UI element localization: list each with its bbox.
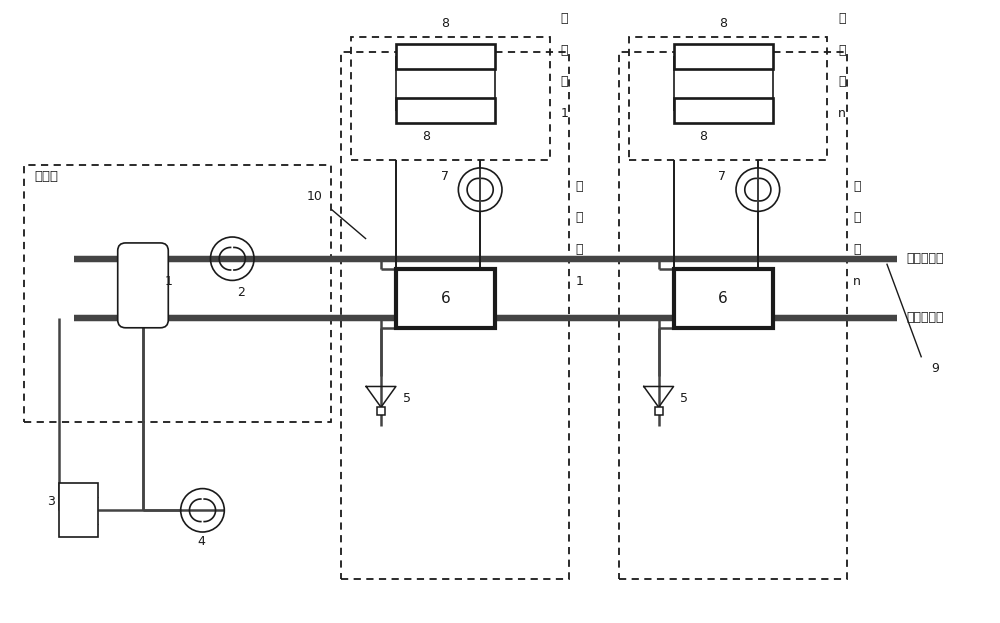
Text: 热: 热 (561, 12, 568, 25)
Text: 2: 2 (237, 286, 245, 299)
Bar (674, 98, 773, 123)
Text: 1: 1 (575, 275, 583, 287)
Text: n: n (853, 275, 861, 287)
Bar (24, 165, 331, 422)
Text: 6: 6 (718, 291, 728, 306)
Text: 1: 1 (165, 275, 173, 288)
FancyBboxPatch shape (118, 243, 168, 328)
Text: 7: 7 (718, 170, 726, 183)
Text: 热: 热 (576, 211, 583, 224)
Text: 户: 户 (838, 75, 846, 88)
Text: 5: 5 (680, 392, 688, 405)
Text: 热: 热 (838, 12, 846, 25)
Text: 站: 站 (576, 243, 583, 256)
Bar (351, 37, 550, 160)
Text: 8: 8 (699, 130, 707, 143)
Text: 站: 站 (853, 243, 861, 256)
Text: 4: 4 (198, 535, 205, 548)
Text: 换: 换 (576, 180, 583, 193)
Text: 6: 6 (441, 291, 450, 306)
Text: n: n (838, 107, 846, 120)
Text: 户: 户 (561, 75, 568, 88)
Bar (377, 407, 385, 416)
Text: 8: 8 (719, 17, 727, 30)
Bar (674, 269, 773, 328)
Text: 用: 用 (561, 44, 568, 57)
Text: 用: 用 (838, 44, 846, 57)
Text: 热源厂: 热源厂 (34, 170, 58, 183)
Text: 热: 热 (853, 211, 861, 224)
Bar (341, 52, 569, 579)
Bar (619, 52, 847, 579)
Bar (396, 44, 495, 69)
Text: 8: 8 (441, 17, 449, 30)
Text: 7: 7 (441, 170, 449, 183)
Text: 5: 5 (403, 392, 411, 405)
Bar (655, 407, 663, 416)
Bar (59, 483, 98, 538)
Text: 一次侧回水: 一次侧回水 (907, 312, 944, 325)
Text: 10: 10 (307, 189, 323, 202)
Bar (396, 98, 495, 123)
Bar (396, 269, 495, 328)
Text: 一次侧供水: 一次侧供水 (907, 252, 944, 265)
Text: 9: 9 (931, 362, 939, 375)
Bar (674, 44, 773, 69)
Text: 3: 3 (47, 495, 55, 508)
Text: 1: 1 (561, 107, 568, 120)
Bar (629, 37, 827, 160)
Text: 换: 换 (853, 180, 861, 193)
Text: 8: 8 (422, 130, 430, 143)
